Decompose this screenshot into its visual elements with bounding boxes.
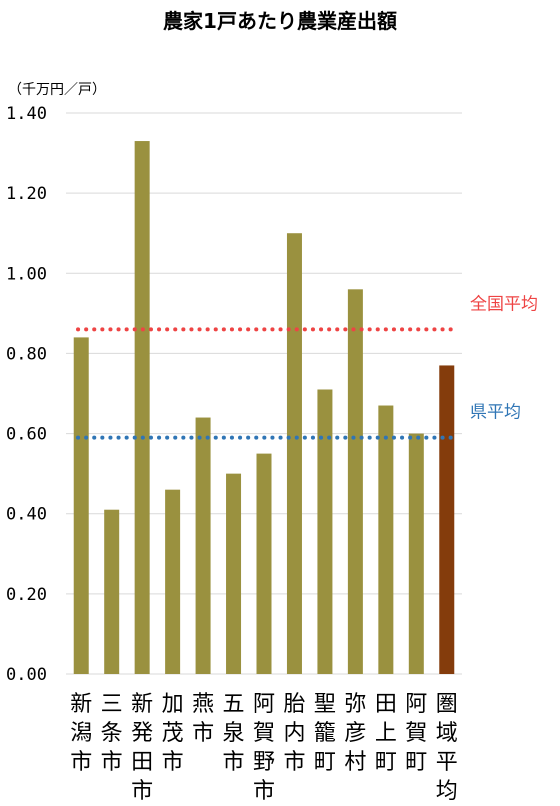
bars	[73, 141, 455, 675]
bar-6	[226, 473, 242, 674]
x-tick-label: 阿賀野市	[253, 692, 275, 804]
bar-1	[73, 337, 89, 674]
bar-10	[347, 289, 363, 674]
bar-9	[317, 389, 333, 674]
bar-8	[286, 233, 302, 674]
y-tick-label: 1.20	[6, 184, 47, 204]
x-tick-label: 新潟市	[70, 692, 92, 775]
reference-line-label-2: 県平均	[470, 403, 521, 423]
x-tick-label: 胎内市	[283, 692, 305, 775]
bar-5	[195, 417, 211, 674]
chart-title: 農家1戸あたり農業産出額	[163, 9, 397, 33]
x-tick-label: 三条市	[101, 692, 123, 775]
bar-13	[439, 365, 455, 674]
y-tick-label: 0.40	[6, 505, 47, 525]
bar-11	[378, 405, 394, 674]
y-tick-label: 0.80	[6, 344, 47, 364]
x-tick-label: 燕市	[192, 692, 214, 746]
bar-7	[256, 453, 272, 674]
y-tick-label: 0.60	[6, 425, 47, 445]
y-tick-label: 0.20	[6, 585, 47, 605]
y-axis-unit-label: （千万円／戸）	[8, 82, 106, 98]
x-tick-label: 阿賀町	[405, 692, 427, 775]
bar-12	[408, 433, 424, 674]
y-axis-ticks: 0.00 0.20 0.40 0.60 0.80 1.00 1.20 1.40	[6, 104, 47, 685]
bar-4	[165, 489, 181, 674]
x-tick-label: 五泉市	[223, 692, 245, 775]
x-axis-labels: 新潟市三条市新発田市加茂市燕市五泉市阿賀野市胎内市聖籠町弥彦村田上町阿賀町圏域平…	[70, 692, 458, 804]
x-tick-label: 加茂市	[162, 692, 184, 775]
bar-3	[134, 141, 150, 675]
x-tick-label: 圏域平均	[436, 692, 458, 804]
y-tick-label: 0.00	[6, 665, 47, 685]
y-tick-label: 1.00	[6, 264, 47, 284]
bar-2	[104, 509, 120, 674]
y-tick-label: 1.40	[6, 104, 47, 124]
x-tick-label: 弥彦村	[344, 692, 366, 775]
reference-line-label-1: 全国平均	[470, 294, 538, 314]
x-tick-label: 新発田市	[131, 692, 153, 804]
x-tick-label: 田上町	[375, 692, 397, 775]
x-tick-label: 聖籠町	[314, 692, 336, 775]
